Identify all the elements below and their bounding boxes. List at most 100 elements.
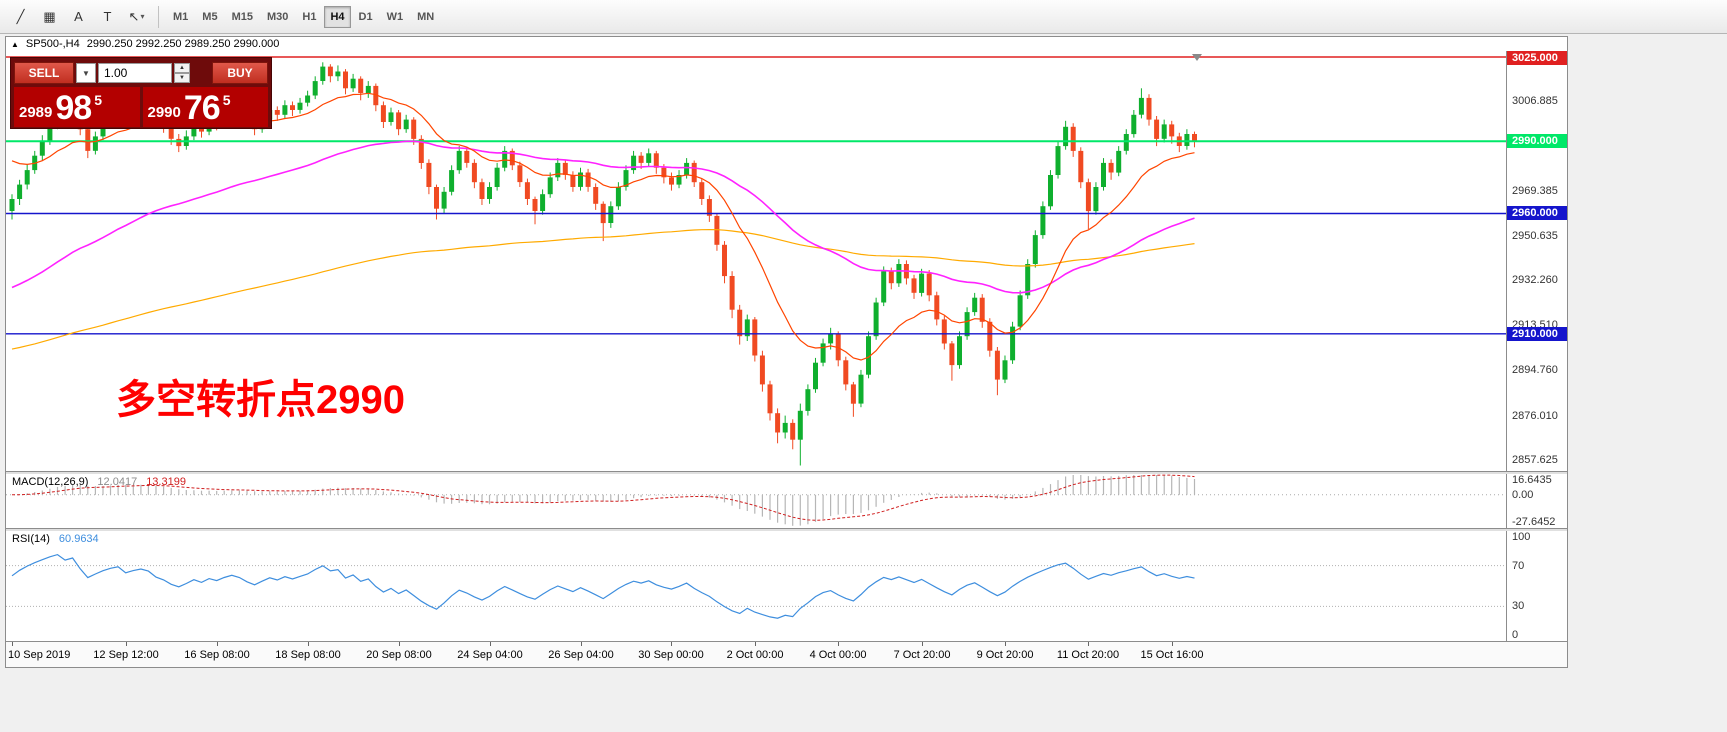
time-tick [922,642,923,646]
time-tick [1088,642,1089,646]
lot-spinner-up[interactable]: ▲ [174,63,190,73]
shift-marker-icon [1192,54,1202,61]
macd-name-label: MACD(12,26,9) [12,476,89,488]
rsi-label-row: RSI(14) 60.9634 [12,533,99,545]
price-tag-3025.000: 3025.000 [1507,51,1567,65]
price-tag-2990.000: 2990.000 [1507,134,1567,148]
time-tick [308,642,309,646]
trade-panel-prices: 2989 98 5 2990 76 5 [14,87,268,127]
chart-symbol-label: SP500-,H4 [25,38,80,50]
time-tick [755,642,756,646]
time-axis-label: 9 Oct 20:00 [976,649,1034,661]
time-tick [12,642,13,646]
macd-axis[interactable]: 16.6435 0.00 -27.6452 [1506,474,1567,528]
macd-canvas[interactable] [6,474,1506,528]
time-axis-label: 20 Sep 08:00 [366,649,432,661]
toolbar: ╱ ▦ A T ↖ ▾ M1 M5 M15 M30 H1 H4 D1 W1 MN [0,0,1727,34]
ma-mid-magenta [11,140,1195,294]
timeframe-H1[interactable]: H1 [296,6,322,28]
time-axis-label: 18 Sep 08:00 [275,649,341,661]
rsi-axis-label: 30 [1512,600,1525,612]
collapse-triangle-icon[interactable]: ▲ [11,39,19,49]
bid-price-big-digits: 98 [55,89,92,127]
time-tick [1172,642,1173,646]
text-label-tool-icon[interactable]: T [94,5,121,29]
panel-splitter[interactable] [6,528,1567,531]
lot-spinner: ▲ ▼ [174,63,190,83]
price-axis-label: 3006.885 [1512,95,1558,107]
timeframe-M30[interactable]: M30 [261,6,294,28]
arrow-tools-icon[interactable]: ↖ ▾ [123,5,150,29]
bid-price-pip: 5 [94,92,102,108]
macd-label-row: MACD(12,26,9) 12.0417 13.3199 [12,476,186,488]
time-axis-label: 11 Oct 20:00 [1056,649,1120,661]
trade-panel-controls: SELL ▼ ▲ ▼ BUY [14,61,268,85]
price-axis-label: 2950.635 [1512,230,1558,242]
time-tick [126,642,127,646]
rsi-axis[interactable]: 100 70 30 0 [1506,531,1567,641]
price-axis-label: 2932.260 [1512,274,1558,286]
lot-spinner-down[interactable]: ▼ [174,73,190,83]
price-axis-label: 2894.760 [1512,364,1558,376]
timeframe-M15[interactable]: M15 [226,6,259,28]
chevron-down-icon: ▼ [82,68,90,78]
macd-main-value: 12.0417 [97,476,138,488]
ask-price-big-digits: 76 [183,89,221,127]
timeframe-MN[interactable]: MN [411,6,440,28]
price-axis-label: 2857.625 [1512,454,1558,466]
time-axis-label: 4 Oct 00:00 [809,649,867,661]
grid-tool-icon[interactable]: ▦ [36,5,63,29]
timeframe-H4[interactable]: H4 [324,5,351,28]
time-tick [217,642,218,646]
chart-window: ▲ SP500-,H4 2990.250 2992.250 2989.250 2… [5,36,1568,668]
price-tag-2960.000: 2960.000 [1507,206,1567,220]
macd-axis-label: -27.6452 [1512,516,1556,528]
time-axis-label: 30 Sep 00:00 [638,649,704,661]
toolbar-timeframes: M1 M5 M15 M30 H1 H4 D1 W1 MN [166,5,441,28]
panel-splitter[interactable] [6,471,1567,474]
price-axis[interactable]: 3006.885 2969.385 2950.635 2932.260 2913.510… [1506,51,1567,471]
toolbar-tools: ╱ ▦ A T ↖ ▾ [6,5,151,29]
text-tool-icon[interactable]: A [65,5,92,29]
chart-annotation: 多空转折点2990 [116,378,405,422]
bid-price: 2989 98 5 [14,87,140,127]
bid-price-prefix: 2989 [19,104,53,121]
macd-axis-label: 16.6435 [1512,474,1552,486]
ask-price-pip: 5 [222,92,231,108]
time-axis-label: 10 Sep 2019 [8,649,71,661]
rsi-value: 60.9634 [58,533,99,545]
timeframe-M5[interactable]: M5 [196,6,223,28]
time-axis-label: 12 Sep 12:00 [93,649,159,661]
time-tick [490,642,491,646]
time-tick [838,642,839,646]
time-tick [581,642,582,646]
macd-signal-value: 13.3199 [146,476,186,488]
trendline-tool-icon[interactable]: ╱ [7,5,34,29]
buy-button[interactable]: BUY [212,62,268,84]
timeframe-M1[interactable]: M1 [167,6,194,28]
price-axis-label: 2969.385 [1512,185,1558,197]
chart-header: ▲ SP500-,H4 2990.250 2992.250 2989.250 2… [6,37,1567,51]
rsi-axis-label: 100 [1512,531,1531,543]
timeframe-W1[interactable]: W1 [381,6,410,28]
price-tag-2910.000: 2910.000 [1507,327,1567,341]
price-axis-label: 2876.010 [1512,410,1558,422]
ask-price-prefix: 2990 [147,104,181,121]
time-tick [671,642,672,646]
time-tick [1005,642,1006,646]
chevron-down-icon: ▾ [140,12,145,21]
time-axis-label: 2 Oct 00:00 [726,649,784,661]
sell-button[interactable]: SELL [14,62,74,84]
lot-size-input[interactable] [98,63,172,83]
toolbar-separator [158,5,159,28]
time-axis[interactable]: 10 Sep 2019 12 Sep 12:00 16 Sep 08:00 18 Se… [6,641,1567,667]
ma-slow-gold [11,228,1195,350]
time-axis-label: 26 Sep 04:00 [548,649,614,661]
ask-price: 2990 76 5 [142,87,268,127]
time-axis-label: 15 Oct 16:00 [1140,649,1204,661]
timeframe-D1[interactable]: D1 [353,6,379,28]
macd-axis-label: 0.00 [1512,489,1534,501]
lot-preset-dropdown[interactable]: ▼ [76,63,96,83]
rsi-axis-label: 70 [1512,560,1525,572]
rsi-canvas[interactable] [6,531,1506,641]
